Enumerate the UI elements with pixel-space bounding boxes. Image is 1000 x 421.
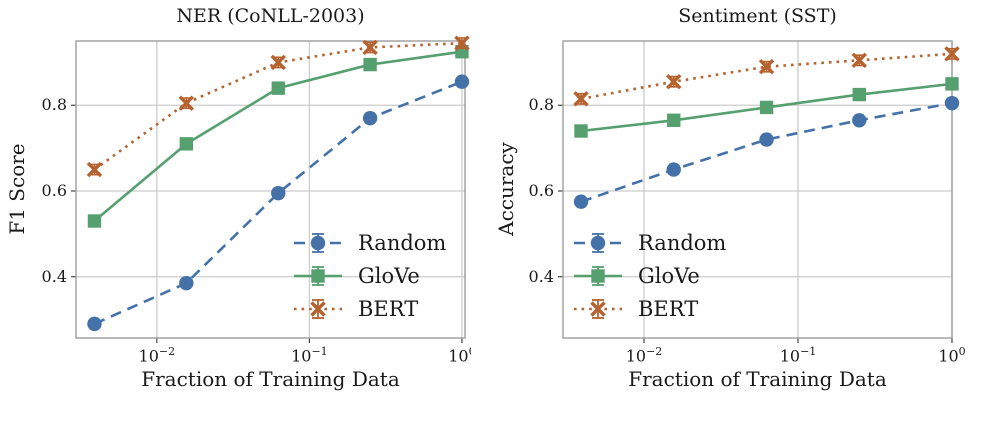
marker-glove-0: [574, 124, 588, 138]
marker-glove-2: [271, 81, 285, 95]
x-tick-label: 10−1: [291, 345, 328, 366]
y-tick-label: 0.8: [41, 95, 67, 115]
x-tick-labels-left: 10−2 10−1 100: [0, 344, 471, 376]
marker-bert-3: [362, 39, 378, 56]
marker-random-3: [362, 110, 378, 126]
y-tick-label: 0.4: [528, 266, 554, 286]
y-tick-label: 0.6: [528, 181, 554, 200]
legend-marker-bert: [310, 301, 326, 317]
x-tick-label: 100: [938, 345, 966, 366]
x-tick-label: 10−2: [138, 345, 176, 366]
marker-glove-1: [179, 137, 194, 151]
plot-frame: [562, 40, 953, 339]
x-tick-label: 10−2: [625, 345, 663, 366]
marker-glove-4: [945, 77, 959, 91]
x-tick-labels-right: 10−2 10−1 100: [500, 344, 1000, 376]
legend-label-bert: BERT: [638, 297, 699, 321]
marker-bert-1: [666, 74, 682, 90]
marker-random-4: [454, 74, 470, 89]
marker-bert-0: [86, 161, 103, 178]
marker-random-2: [271, 185, 286, 201]
chart-title-ner: NER (CoNLL-2003): [176, 5, 365, 27]
legend-label-random: Random: [638, 231, 727, 255]
marker-bert-0: [573, 91, 589, 107]
marker-glove-0: [87, 214, 102, 228]
chart-title-sentiment: Sentiment (SST): [678, 5, 837, 27]
y-tick-label: 0.4: [41, 266, 67, 286]
x-axis-label-left: Fraction of Training Data: [141, 367, 400, 391]
legend-marker-bert: [590, 301, 606, 317]
series-line-bert: [580, 52, 953, 101]
legend-marker-glove: [311, 269, 325, 283]
legend-label-glove: GloVe: [638, 264, 700, 288]
marker-random-2: [759, 132, 774, 147]
legend-label-glove: GloVe: [358, 264, 420, 288]
marker-random-0: [87, 316, 102, 332]
marker-random-0: [573, 194, 589, 209]
marker-glove-3: [363, 57, 377, 72]
legend-marker-random: [310, 235, 326, 251]
marker-bert-4: [944, 46, 960, 62]
marker-glove-2: [759, 100, 774, 115]
legend-marker-glove: [591, 269, 605, 283]
marker-random-4: [944, 95, 960, 111]
marker-bert-1: [178, 95, 195, 111]
marker-random-3: [852, 113, 867, 128]
x-tick-label: 100: [448, 346, 471, 366]
marker-random-1: [666, 162, 681, 177]
y-tick-label: 0.6: [41, 181, 67, 200]
x-tick-label: 10−1: [779, 345, 817, 366]
plot-frame: [75, 40, 466, 339]
series-line-random: [580, 101, 953, 203]
marker-bert-4: [454, 35, 470, 51]
x-axis-label-right: Fraction of Training Data: [628, 367, 887, 391]
legend-marker-random: [590, 235, 606, 251]
marker-glove-3: [852, 87, 866, 102]
series-line-random: [93, 80, 463, 326]
marker-bert-3: [851, 52, 867, 68]
legend-label-random: Random: [358, 231, 447, 255]
legend-label-bert: BERT: [358, 297, 419, 321]
y-tick-label: 0.8: [528, 95, 554, 115]
marker-glove-1: [667, 113, 681, 127]
marker-random-1: [179, 275, 194, 291]
marker-bert-2: [758, 59, 775, 75]
marker-bert-2: [270, 54, 286, 71]
